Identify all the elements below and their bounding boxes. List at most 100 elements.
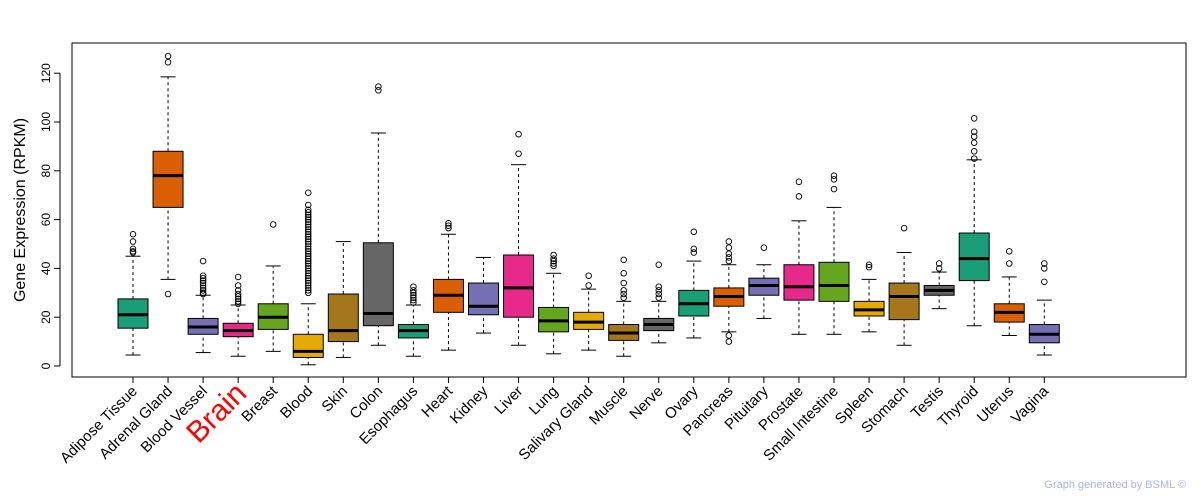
outlier-point (970, 139, 978, 146)
outlier-point (655, 294, 663, 301)
outlier-point (199, 289, 207, 297)
outlier-point (655, 261, 663, 268)
box-iqr (468, 282, 499, 316)
outlier-point (445, 220, 452, 227)
outlier-point (900, 224, 908, 232)
outlier-point (305, 209, 312, 216)
outlier-point (865, 261, 873, 268)
y-axis-label: Gene Expression (RPKM) (12, 118, 29, 302)
outlier-point (865, 263, 873, 271)
outlier-point (410, 291, 417, 299)
outlier-point (655, 290, 663, 298)
box-iqr (888, 282, 920, 321)
outlier-point (305, 252, 312, 260)
outlier-point (199, 284, 207, 292)
outlier-point (620, 287, 627, 294)
box-blood (292, 189, 324, 366)
outlier-point (410, 299, 417, 306)
y-tick-label: 0 (39, 362, 53, 369)
box-adipose-tissue (117, 230, 149, 356)
outlier-point (305, 221, 312, 228)
outlier-point (305, 250, 312, 258)
outlier-point (445, 222, 452, 229)
outlier-point (830, 176, 838, 183)
x-category-label: Uterus (974, 383, 1017, 426)
box-iqr (818, 261, 850, 302)
outlier-point (234, 290, 242, 298)
outlier-point (690, 245, 698, 253)
box-adrenal-gland (152, 52, 184, 298)
outlier-point (305, 243, 312, 250)
outlier-point (1041, 265, 1048, 272)
box-testis (923, 260, 955, 310)
outlier-point (550, 262, 557, 270)
outlier-point (410, 296, 417, 304)
box-pancreas (713, 238, 745, 345)
outlier-point (305, 211, 312, 218)
outlier-point (305, 216, 312, 223)
box-ovary (678, 228, 710, 339)
outlier-point (550, 255, 557, 262)
outlier-point (690, 249, 698, 256)
outlier-point (725, 257, 733, 265)
outlier-point (515, 130, 522, 138)
box-thyroid (958, 115, 990, 327)
outlier-point (410, 287, 417, 294)
outlier-point (234, 287, 242, 294)
box-prostate (783, 178, 815, 335)
box-spleen (853, 261, 885, 333)
outlier-point (234, 295, 242, 303)
outlier-point (1006, 248, 1013, 255)
outlier-point (199, 277, 207, 284)
outlier-point (305, 284, 312, 292)
outlier-point (269, 221, 277, 228)
outlier-point (375, 87, 382, 94)
x-category-label: Blood (277, 383, 316, 422)
outlier-point (830, 185, 838, 193)
outlier-point (795, 193, 803, 200)
outlier-point (305, 235, 312, 243)
box-iqr (292, 333, 324, 358)
outlier-point (234, 273, 242, 281)
outlier-point (305, 228, 312, 236)
box-heart (432, 220, 464, 351)
outlier-point (234, 293, 242, 300)
outlier-point (305, 255, 312, 262)
outlier-point (199, 274, 207, 282)
box-small-intestine (818, 172, 850, 335)
outlier-point (795, 178, 803, 186)
outlier-point (305, 260, 312, 267)
outlier-point (199, 282, 207, 289)
outlier-point (305, 287, 312, 294)
y-tick-label: 60 (39, 213, 53, 227)
outlier-point (305, 240, 312, 248)
outlier-point (129, 245, 137, 253)
outlier-point (164, 52, 172, 60)
outlier-point (550, 251, 557, 259)
x-category-label: Muscle (586, 383, 632, 429)
outlier-point (305, 223, 312, 231)
outlier-point (445, 224, 452, 232)
outlier-point (725, 254, 733, 261)
outlier-point (305, 248, 312, 255)
x-category-label: Vagina (1008, 382, 1053, 427)
outlier-point (1041, 260, 1048, 267)
outlier-point (585, 282, 592, 289)
box-muscle (608, 256, 640, 357)
box-brain (222, 273, 254, 357)
outlier-point (935, 265, 943, 272)
outlier-point (305, 272, 312, 279)
outlier-point (305, 201, 312, 209)
outlier-point (305, 230, 312, 238)
box-salivary-gland (573, 272, 605, 351)
box-esophagus (397, 283, 429, 357)
box-pituitary (748, 244, 780, 319)
box-iqr (958, 232, 990, 282)
outlier-point (129, 248, 137, 255)
outlier-point (725, 244, 733, 251)
outlier-point (620, 256, 627, 264)
outlier-point (305, 257, 312, 265)
outlier-point (620, 290, 627, 298)
